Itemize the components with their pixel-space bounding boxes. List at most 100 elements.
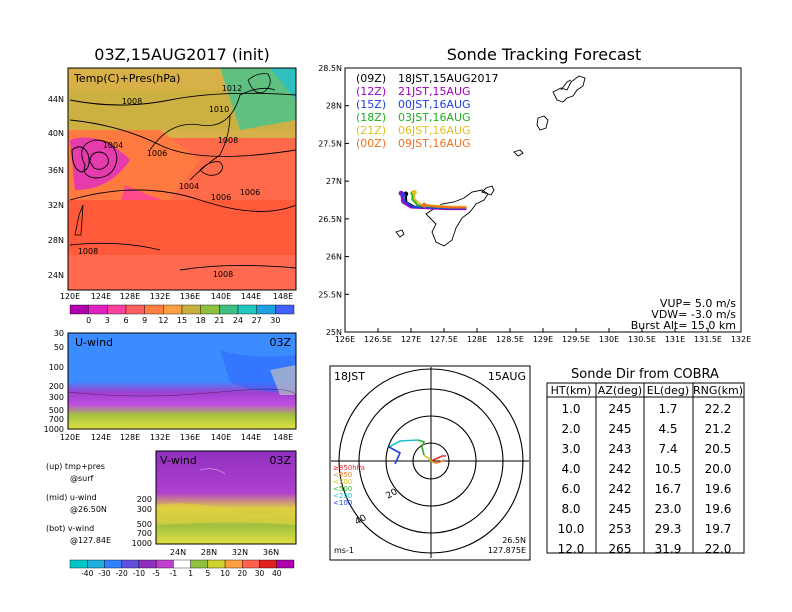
column-header: AZ(deg) <box>598 384 642 397</box>
colorbar-swatch <box>237 304 257 315</box>
isobar-label: 1012 <box>222 84 242 93</box>
colorbar-swatch <box>138 559 157 569</box>
isobar-label: 1004 <box>103 141 123 150</box>
direction-table <box>546 382 745 554</box>
v-wind-label: V-wind <box>160 454 197 467</box>
legend-code: (18Z) <box>356 111 386 124</box>
colorbar-swatch <box>69 304 89 315</box>
colorbar-swatch <box>181 304 201 315</box>
track-line <box>424 204 467 209</box>
table-cell: 20.5 <box>705 442 732 456</box>
table-body: 1.0 245 1.7 22.2 2.0 245 4.5 21.2 3.0 243 7.4 20.5 4… <box>558 402 732 556</box>
level-label: ≥850hPa <box>333 464 365 472</box>
table-cell: 7.4 <box>658 442 677 456</box>
colorbar-tick-label: 9 <box>142 316 147 325</box>
x-tick-label: 131E <box>665 335 685 344</box>
colorbar-swatch <box>173 559 191 569</box>
x-tick-label: 132E <box>731 335 751 344</box>
v-wind-y-ticks: 200 300 500 700 1000 <box>132 495 152 548</box>
y-tick-label: 500 <box>137 520 152 529</box>
note-text: @26.50N <box>70 505 107 514</box>
y-tick-label: 300 <box>137 505 152 514</box>
colorbar-tick-label: 30 <box>270 316 280 325</box>
y-tick-label: 500 <box>49 406 64 415</box>
y-tick-label: 26N <box>326 253 342 262</box>
legend-label: 21JST,15AUG <box>398 85 471 98</box>
legend-label: 09JST,16AUG <box>398 137 471 150</box>
table-header: HT(km) AZ(deg) EL(deg) RNG(km) <box>551 384 743 397</box>
track-x-ticks: 126E 126.5E 127E 127.5E 128E 128.5E 129E 129.5E… <box>335 328 751 344</box>
u-wind-time: 03Z <box>269 336 291 349</box>
colorbar-tick-label: -10 <box>133 569 145 578</box>
colorbar-tick-label: -40 <box>81 569 93 578</box>
colorbar-tick-label: -5 <box>152 569 160 578</box>
track-info: VUP= 5.0 m/s VDW= -3.0 m/s Burst Alt= 15… <box>631 297 737 332</box>
polar-time: 18JST <box>334 370 365 383</box>
y-tick-label: 30 <box>54 329 64 338</box>
table-cell: 243 <box>609 442 632 456</box>
x-tick-label: 124E <box>91 292 111 301</box>
level-label: <100 <box>333 499 352 507</box>
isobar-labels: 1012 1008 1010 1004 1006 1008 1004 1006 … <box>78 84 260 279</box>
table-cell: 4.0 <box>561 462 580 476</box>
column-header: EL(deg) <box>647 384 689 397</box>
table-cell: 19.6 <box>705 502 732 516</box>
x-tick-label: 129E <box>533 335 553 344</box>
legend-label: 18JST,15AUG2017 <box>398 72 499 85</box>
level-label: <500 <box>333 485 352 493</box>
coastlines <box>395 75 586 247</box>
table-cell: 2.0 <box>561 422 580 436</box>
colorbar-swatch <box>69 559 88 569</box>
x-tick-label: 127E <box>401 335 421 344</box>
table-cell: 16.7 <box>655 482 682 496</box>
table-cell: 245 <box>609 502 632 516</box>
tracking-map <box>344 67 742 333</box>
table-cell: 242 <box>609 462 632 476</box>
y-tick-label: 300 <box>49 393 64 402</box>
x-tick-label: 127.5E <box>430 335 458 344</box>
legend-code: (00Z) <box>356 137 386 150</box>
colorbar-tick-label: 15 <box>177 316 187 325</box>
u-wind-label: U-wind <box>75 336 113 349</box>
y-tick-label: 700 <box>49 415 64 424</box>
colorbar-swatch <box>200 304 220 315</box>
note-text: (up) tmp+pres <box>46 462 105 471</box>
colorbar-swatch <box>163 304 183 315</box>
x-tick-label: 144E <box>241 292 261 301</box>
colorbar-swatch <box>125 304 145 315</box>
y-tick-label: 24N <box>48 271 64 280</box>
track-y-ticks: 25N 25.5N 26N 26.5N 27N 27.5N 28N 28.5N <box>318 64 349 337</box>
y-tick-label: 40N <box>48 129 64 138</box>
polar-level-legend: ≥850hPa <850 <700 <500 <250 <100 <box>333 464 365 507</box>
right-title: Sonde Tracking Forecast <box>447 45 642 64</box>
y-tick-label: 28N <box>326 102 342 111</box>
x-tick-label: 136E <box>180 292 200 301</box>
x-tick-label: 130.5E <box>628 335 656 344</box>
track-endpoint <box>421 202 427 208</box>
x-tick-label: 129.5E <box>562 335 590 344</box>
note-text: (bot) v-wind <box>46 524 94 533</box>
x-tick-label: 24N <box>170 548 186 557</box>
y-tick-label: 44N <box>48 95 64 104</box>
x-tick-label: 144E <box>241 433 261 442</box>
table-cell: 242 <box>609 482 632 496</box>
colorbar-tick-label: 3 <box>105 316 110 325</box>
table-cell: 10.0 <box>558 522 585 536</box>
y-tick-label: 27.5N <box>318 139 342 148</box>
x-tick-label: 120E <box>60 292 80 301</box>
colorbar-tick-label: 10 <box>220 569 230 578</box>
x-tick-label: 140E <box>211 433 231 442</box>
table-cell: 10.5 <box>655 462 682 476</box>
note-text: (mid) u-wind <box>46 493 97 502</box>
colorbar-tick-label: -1 <box>170 569 178 578</box>
isobar-label: 1006 <box>240 188 260 197</box>
colorbar-swatch <box>276 559 295 569</box>
colorbar-swatch <box>144 304 164 315</box>
x-tick-label: 128E <box>467 335 487 344</box>
x-tick-label: 132E <box>150 292 170 301</box>
y-tick-label: 36N <box>48 166 64 175</box>
u-wind-panel <box>67 332 297 430</box>
level-label: <250 <box>333 492 352 500</box>
v-wind-panel <box>155 450 297 545</box>
